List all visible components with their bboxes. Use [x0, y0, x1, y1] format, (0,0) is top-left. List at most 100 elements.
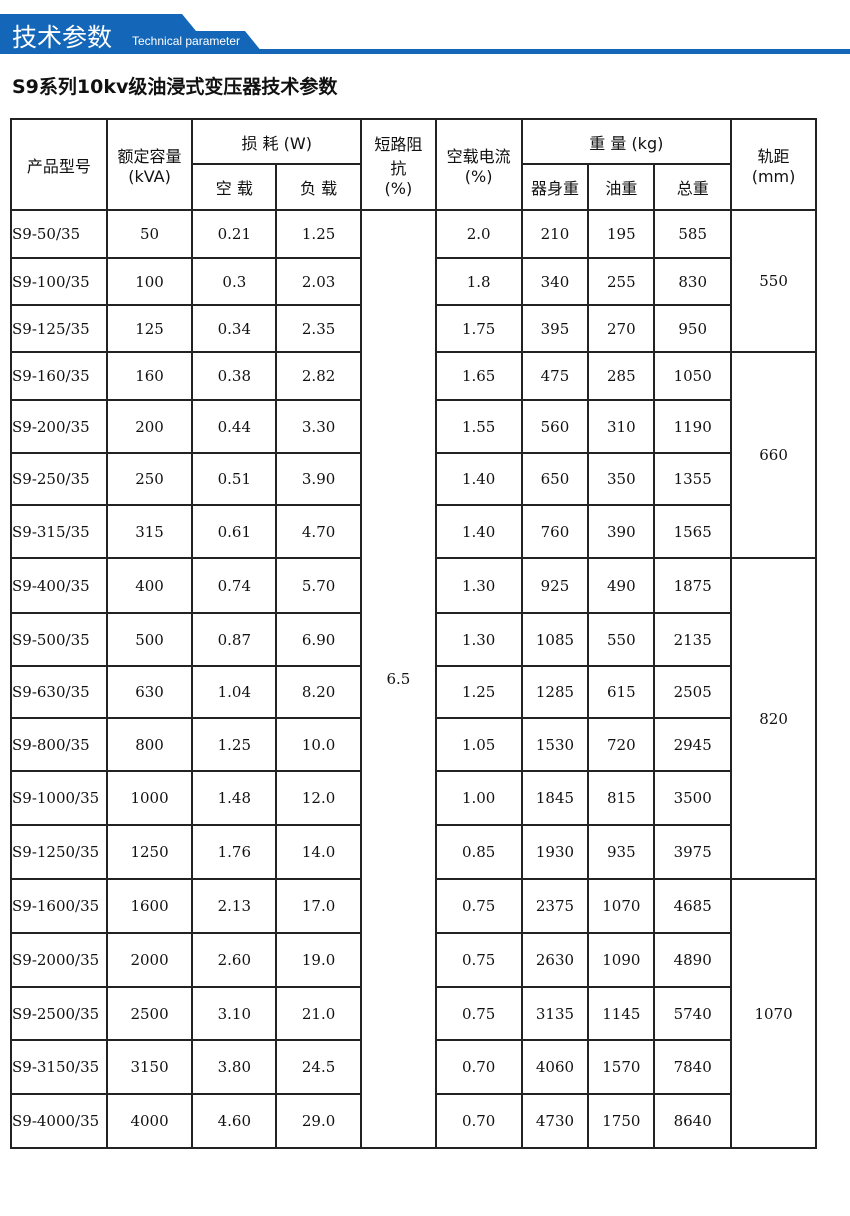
cell-loss-load: 4.70: [275, 504, 362, 559]
cell-loss-load: 14.0: [275, 824, 362, 880]
cell-loss-load: 24.5: [275, 1039, 362, 1095]
cell-loss-noload: 1.25: [191, 717, 278, 772]
header-weight-total: 总重: [653, 163, 733, 211]
banner-title: 技术参数: [12, 23, 113, 52]
cell-weight-oil: 195: [587, 209, 656, 259]
cell-loss-noload: 0.44: [191, 399, 278, 454]
cell-weight-total: 1875: [653, 557, 733, 614]
cell-noload-current: 1.05: [434, 717, 523, 772]
cell-noload-current: 1.55: [434, 399, 523, 454]
cell-model: S9-1600/35: [10, 878, 108, 934]
header-weight: 重 量 (kg): [520, 118, 733, 165]
cell-noload-current: 1.40: [434, 452, 523, 506]
cell-loss-noload: 4.60: [191, 1093, 278, 1149]
cell-noload-current: 1.75: [434, 304, 523, 353]
banner-line: [0, 49, 850, 54]
cell-capacity: 630: [105, 665, 194, 719]
cell-weight-total: 7840: [653, 1039, 733, 1095]
cell-weight-total: 2135: [653, 612, 733, 667]
cell-loss-load: 19.0: [275, 932, 362, 988]
cell-noload-current: 0.75: [434, 986, 523, 1041]
cell-noload-current: 1.8: [434, 257, 523, 306]
table-row: S9-400/35 400 0.74 5.70 1.30 925 490 1875 820: [10, 557, 817, 880]
cell-weight-body: 1530: [520, 717, 590, 772]
cell-noload-current: 1.30: [434, 612, 523, 667]
cell-gauge: 1070: [730, 878, 817, 1149]
cell-loss-noload: 0.61: [191, 504, 278, 559]
cell-impedance: 6.5: [359, 209, 437, 1149]
cell-capacity: 500: [105, 612, 194, 667]
header-gauge: 轨距 (mm): [730, 118, 817, 211]
cell-model: S9-160/35: [10, 351, 108, 401]
cell-weight-total: 585: [653, 209, 733, 259]
cell-capacity: 1000: [105, 770, 194, 826]
cell-weight-total: 1565: [653, 504, 733, 559]
cell-capacity: 250: [105, 452, 194, 506]
cell-weight-total: 2505: [653, 665, 733, 719]
cell-capacity: 50: [105, 209, 194, 259]
cell-loss-load: 3.30: [275, 399, 362, 454]
cell-model: S9-315/35: [10, 504, 108, 559]
cell-model: S9-400/35: [10, 557, 108, 614]
cell-weight-body: 2630: [520, 932, 590, 988]
cell-loss-load: 5.70: [275, 557, 362, 614]
cell-capacity: 400: [105, 557, 194, 614]
cell-loss-load: 10.0: [275, 717, 362, 772]
cell-loss-noload: 2.13: [191, 878, 278, 934]
cell-weight-body: 4730: [520, 1093, 590, 1149]
cell-model: S9-500/35: [10, 612, 108, 667]
header-loss-load: 负 载: [275, 163, 362, 211]
cell-weight-total: 3500: [653, 770, 733, 826]
spec-table: 产品型号 额定容量 (kVA) 损 耗 (W) 短路阻 抗 (%) 空载电流 (…: [10, 118, 817, 1149]
cell-weight-oil: 490: [587, 557, 656, 614]
cell-loss-noload: 0.74: [191, 557, 278, 614]
banner-subtitle: Technical parameter: [132, 34, 241, 48]
table-row: S9-800/35 800 1.25 10.0 1.05 1530 720 2945: [10, 717, 816, 772]
cell-weight-body: 4060: [520, 1039, 590, 1095]
table-row: S9-1250/35 1250 1.76 14.0 0.85 1930 935 3975: [10, 824, 816, 880]
cell-capacity: 100: [105, 257, 194, 306]
table-row: S9-2500/35 2500 3.10 21.0 0.75 3135 1145 5740: [10, 986, 816, 1041]
cell-gauge: 660: [730, 351, 817, 559]
cell-weight-body: 475: [520, 351, 590, 401]
cell-noload-current: 1.65: [434, 351, 523, 401]
cell-weight-body: 210: [520, 209, 590, 259]
cell-capacity: 1250: [105, 824, 194, 880]
cell-capacity: 3150: [105, 1039, 194, 1095]
cell-weight-oil: 815: [587, 770, 656, 826]
cell-loss-noload: 0.34: [191, 304, 278, 353]
cell-weight-body: 340: [520, 257, 590, 306]
cell-loss-load: 12.0: [275, 770, 362, 826]
cell-capacity: 160: [105, 351, 194, 401]
cell-model: S9-3150/35: [10, 1039, 108, 1095]
cell-noload-current: 0.85: [434, 824, 523, 880]
cell-weight-total: 1050: [653, 351, 733, 401]
header-weight-oil: 油重: [587, 163, 656, 211]
cell-capacity: 2500: [105, 986, 194, 1041]
cell-weight-oil: 1070: [587, 878, 656, 934]
cell-gauge: 550: [730, 209, 817, 353]
table-row: S9-630/35 630 1.04 8.20 1.25 1285 615 2505: [10, 665, 816, 719]
cell-weight-oil: 1145: [587, 986, 656, 1041]
cell-capacity: 4000: [105, 1093, 194, 1149]
cell-noload-current: 0.70: [434, 1039, 523, 1095]
header-loss-noload: 空 载: [191, 163, 278, 211]
cell-loss-noload: 0.87: [191, 612, 278, 667]
table-row: S9-315/35 315 0.61 4.70 1.40 760 390 1565: [10, 504, 816, 559]
header-impedance: 短路阻 抗 (%): [359, 118, 437, 211]
cell-weight-oil: 615: [587, 665, 656, 719]
table-row: S9-200/35 200 0.44 3.30 1.55 560 310 1190: [10, 399, 816, 454]
cell-weight-oil: 1090: [587, 932, 656, 988]
cell-loss-noload: 0.51: [191, 452, 278, 506]
cell-weight-oil: 1570: [587, 1039, 656, 1095]
cell-model: S9-50/35: [10, 209, 108, 259]
cell-model: S9-2500/35: [10, 986, 108, 1041]
table-row: S9-125/35 125 0.34 2.35 1.75 395 270 950: [10, 304, 816, 353]
cell-capacity: 800: [105, 717, 194, 772]
cell-loss-noload: 3.80: [191, 1039, 278, 1095]
cell-weight-total: 3975: [653, 824, 733, 880]
cell-noload-current: 2.0: [434, 209, 523, 259]
table-row: S9-1600/35 1600 2.13 17.0 0.75 2375 1070 4685 10…: [10, 878, 817, 1149]
header-loss: 损 耗 (W): [191, 118, 362, 165]
cell-weight-oil: 270: [587, 304, 656, 353]
